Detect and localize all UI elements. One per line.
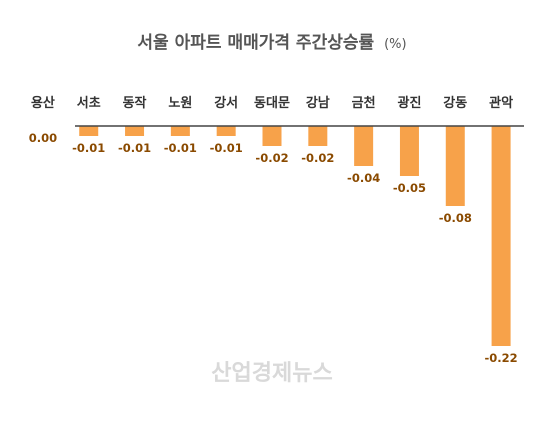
value-label: -0.08: [439, 211, 472, 225]
category-label: 용산: [31, 95, 55, 111]
value-label: -0.01: [72, 141, 105, 155]
category-label: 동대문: [254, 96, 290, 111]
category-label: 동작: [123, 95, 147, 111]
category-label: 노원: [168, 96, 192, 111]
category-label: 서초: [77, 96, 101, 111]
value-labels: 0.00-0.01 -0.01 -0.01 -0.01-0.02 -0.02-0.04-…: [29, 131, 518, 365]
bar: [354, 126, 374, 166]
value-label: -0.02: [255, 151, 288, 165]
bar: [125, 126, 145, 136]
value-label: -0.01: [210, 141, 243, 155]
bar: [170, 126, 190, 136]
category-label: 강동: [443, 95, 467, 111]
bar: [445, 126, 465, 206]
category-label: 강서: [214, 95, 238, 111]
value-label: -0.22: [485, 351, 518, 365]
value-label: -0.02: [301, 151, 334, 165]
value-label: -0.04: [347, 171, 380, 185]
value-label: -0.01: [118, 141, 151, 155]
category-labels: 용산 서초 동작 노원 강서 동대문 강남 금천 광진 강동 관악: [31, 95, 513, 111]
category-label: 관악: [489, 95, 513, 111]
bars-group: [79, 126, 511, 346]
value-label: -0.01: [164, 141, 197, 155]
bar: [262, 126, 282, 146]
bar: [308, 126, 328, 146]
watermark: 산업경제뉴스: [211, 361, 332, 386]
bar: [216, 126, 236, 136]
category-label: 금천: [352, 96, 376, 111]
bar: [491, 126, 511, 346]
category-label: 광진: [397, 95, 421, 111]
value-label: 0.00: [29, 131, 57, 145]
bar: [79, 126, 99, 136]
bar: [399, 126, 419, 176]
value-label: -0.05: [393, 181, 426, 195]
chart-title: 서울 아파트 매매가격 주간상승률 (%): [137, 33, 406, 53]
category-label: 강남: [306, 95, 330, 111]
